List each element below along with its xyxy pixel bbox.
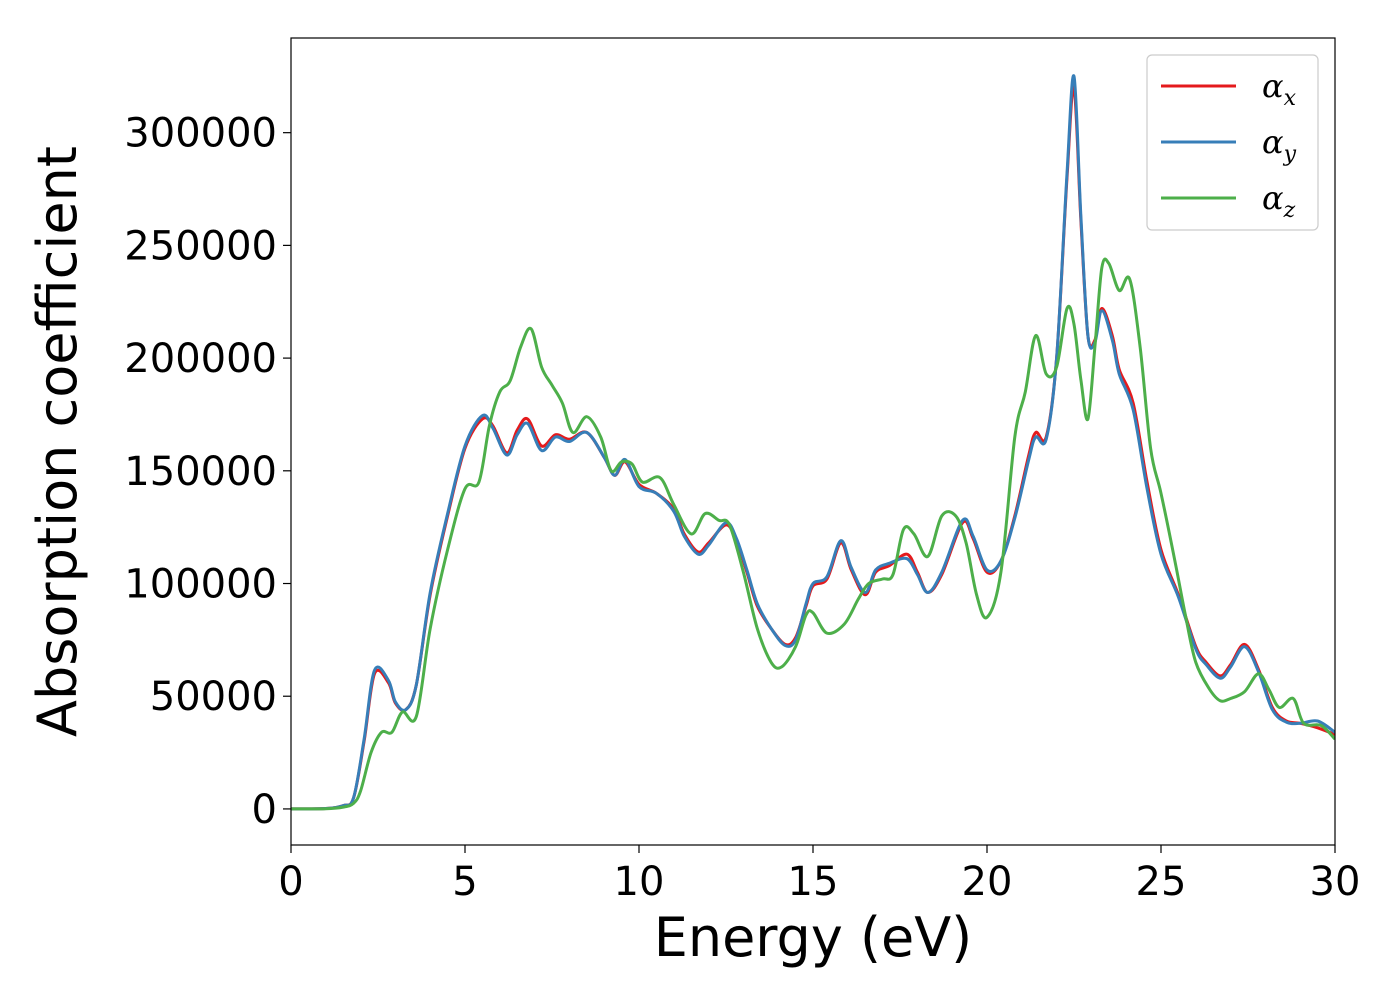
y-tick-label: 0 xyxy=(252,787,277,833)
x-tick-label: 5 xyxy=(452,859,477,905)
y-tick-label: 50000 xyxy=(150,674,277,720)
y-axis-ticks: 0 50000 100000 150000 200000 250000 300000 xyxy=(124,111,291,833)
legend-label-main: α xyxy=(1262,179,1284,217)
legend-label-z: αz xyxy=(1262,179,1296,223)
legend-label-main: α xyxy=(1262,67,1284,105)
x-tick-label: 0 xyxy=(278,859,303,905)
series-layer xyxy=(291,74,1335,811)
x-tick-label: 15 xyxy=(788,859,839,905)
legend-label-x: αx xyxy=(1262,67,1297,111)
y-axis-label: Absorption coefficient xyxy=(26,146,89,737)
series-line-z xyxy=(291,257,1335,811)
y-tick-label: 250000 xyxy=(124,223,277,269)
x-tick-label: 25 xyxy=(1136,859,1187,905)
legend-label-main: α xyxy=(1262,123,1284,161)
x-tick-label: 10 xyxy=(614,859,665,905)
legend-label-sub: z xyxy=(1283,198,1296,223)
y-tick-label: 150000 xyxy=(124,449,277,495)
series-line-y xyxy=(291,74,1335,811)
x-axis-ticks: 0 5 10 15 20 25 30 xyxy=(278,845,1360,905)
x-tick-label: 20 xyxy=(962,859,1013,905)
y-tick-label: 300000 xyxy=(124,111,277,157)
y-tick-label: 100000 xyxy=(124,562,277,608)
legend-label-sub: y xyxy=(1283,142,1297,167)
legend-label-y: αy xyxy=(1262,123,1297,167)
x-axis-label: Energy (eV) xyxy=(654,906,973,969)
x-tick-label: 30 xyxy=(1310,859,1361,905)
y-tick-label: 200000 xyxy=(124,336,277,382)
legend-label-sub: x xyxy=(1284,86,1297,111)
